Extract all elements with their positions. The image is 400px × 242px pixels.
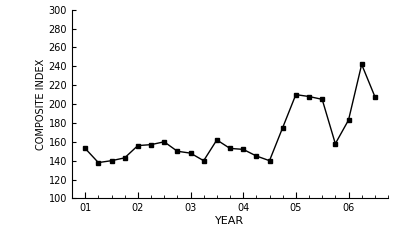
X-axis label: YEAR: YEAR xyxy=(216,216,244,226)
Y-axis label: COMPOSITE INDEX: COMPOSITE INDEX xyxy=(36,58,46,150)
